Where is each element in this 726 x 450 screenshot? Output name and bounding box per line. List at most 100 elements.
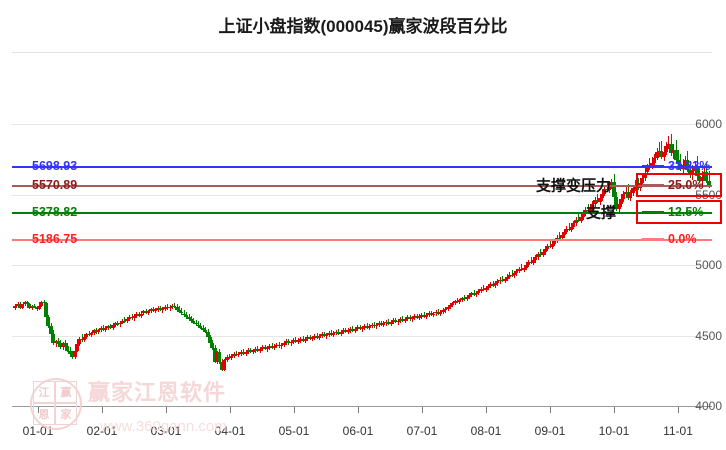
annotation-level-25: 支撑变压力 [536,177,612,194]
x-axis-tick-label: 03-01 [150,424,182,438]
candle-body [296,340,300,342]
candle-body [84,333,88,337]
candle-body [75,344,79,351]
candle-body [127,316,131,320]
candle-body [248,350,252,353]
candle-body [241,351,245,354]
annotation-level-12: 支撑 [586,204,617,222]
candle-body [512,273,516,276]
candle-body [317,336,321,338]
candle-body [619,198,623,204]
candle-body [25,302,29,305]
candle-body [65,346,69,351]
x-axis-tick [550,407,551,413]
candle-body [179,311,183,314]
candle-body [177,309,181,312]
candle-body [153,309,157,312]
candle-body [609,181,613,187]
candle-body [457,300,461,302]
candle-body [569,226,573,230]
candle-body [405,317,409,320]
candle-body [396,320,400,323]
candle-body [310,337,314,340]
candle-body [607,186,611,191]
candle-body [476,290,480,293]
candle-body [168,307,172,309]
candle-body [58,343,62,348]
candle-body [588,208,592,212]
candle-body [576,219,580,221]
candle-wick [614,173,615,185]
candle-body [676,159,680,165]
candle-body [260,347,264,350]
header-divider [12,52,712,53]
candle-body [210,343,214,349]
candle-body [664,145,668,153]
logo-char-4: 家 [55,403,77,425]
candle-body [203,329,207,332]
candle-body [645,167,649,173]
candle-wick [184,310,185,317]
x-axis-tick-label: 06-01 [342,424,374,438]
candle-body [336,331,340,334]
level-25-percent-label: 25.0% [668,177,704,192]
candle-body [134,314,138,317]
candle-body [652,157,656,164]
candle-body [467,295,471,298]
candle-body [545,246,549,250]
candle-body [614,196,618,209]
level-12-highlight-box[interactable] [636,199,722,224]
candle-body [593,200,597,205]
candle-wick [661,140,662,159]
candle-body [37,306,41,310]
candle-wick [659,142,660,155]
candle-wick [193,318,194,324]
candle-body [621,193,625,199]
candle-wick [124,317,125,323]
candle-body [274,344,278,347]
candle-body [602,188,606,194]
candle-body [410,317,414,320]
candle-body [82,336,86,341]
level-33-price-label: 5698.93 [32,159,78,174]
level-25-highlight-box[interactable] [636,172,722,197]
candle-body [495,281,499,284]
candle-body [355,327,359,329]
candle-body [32,306,36,308]
candle-body [446,307,450,309]
level-0-percent-label: 0.0% [668,231,697,246]
candle-body [697,175,701,181]
x-axis-tick [678,407,679,413]
level-0-price-label: 5186.75 [32,231,78,246]
candle-body [595,200,599,202]
candle-body [543,249,547,253]
candle-body [44,303,48,317]
candle-body [560,235,564,239]
candle-wick [200,323,201,329]
y-gridline [12,335,712,337]
candle-body [196,324,200,327]
x-axis-tick-label: 10-01 [598,424,630,438]
x-axis-tick [422,407,423,413]
candle-body [236,353,240,356]
level-12-percent-label: 12.5% [668,204,704,219]
candle-body [42,301,46,304]
candle-body [265,347,269,350]
candle-body [255,348,259,351]
candle-body [73,351,77,358]
candle-body [417,316,421,318]
x-axis-tick-label: 11-01 [663,424,693,438]
candle-body [108,325,112,328]
x-axis-tick-label: 05-01 [278,424,310,438]
brand-logo: 江 赢 恩 家 [30,378,82,430]
candle-body [182,313,186,316]
brand-watermark: 赢家江恩软件 [88,380,227,405]
candle-body [493,283,497,286]
candle-body [538,254,542,256]
level-25-connector [642,183,664,186]
candle-body [184,315,188,318]
x-axis-tick-label: 02-01 [86,424,118,438]
candle-body [141,311,145,314]
level-33-connector [642,165,664,168]
y-gridline [12,194,712,196]
